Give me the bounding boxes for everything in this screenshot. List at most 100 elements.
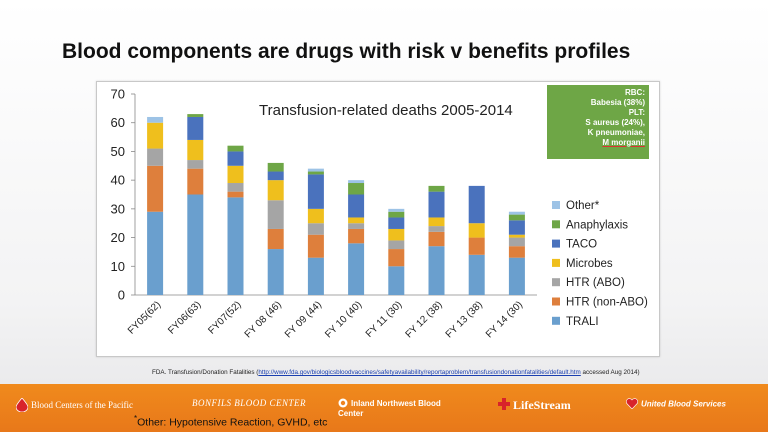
source-link[interactable]: http://www.fda.gov/biologicsbloodvaccine…	[258, 369, 581, 376]
bar-segment-trali	[267, 249, 284, 295]
logo-inland-northwest: Inland Northwest Blood Center	[338, 398, 458, 418]
legend-swatch	[552, 316, 560, 325]
legend-label: HTR (non-ABO)	[566, 297, 648, 309]
x-tick-label: FY 13 (38)	[444, 299, 485, 340]
y-tick-label: 0	[118, 288, 125, 303]
bar-segment-trali	[187, 194, 204, 295]
y-tick-label: 20	[111, 230, 125, 245]
pathogen-callout: RBC: Babesia (38%) PLT: S aureus (24%), …	[547, 85, 649, 159]
x-tick-label: FY 08 (46)	[243, 299, 284, 340]
bar-segment-anaphylaxis	[508, 214, 525, 221]
bar-segment-htr-abo	[428, 226, 445, 232]
bar-segment-anaphylaxis	[307, 171, 324, 175]
bar-segment-taco	[388, 217, 405, 229]
bar-segment-taco	[468, 185, 485, 224]
bar-segment-trali	[227, 197, 244, 295]
x-tick-label: FY06(63)	[166, 299, 203, 336]
bar-segment-trali	[508, 257, 525, 295]
bar-segment-taco	[267, 171, 284, 181]
y-tick-label: 10	[111, 259, 125, 274]
x-tick-label: FY 14 (30)	[484, 299, 525, 340]
bar-segment-taco	[307, 174, 324, 209]
footnote: *Other: Hypotensive Reaction, GVHD, etc	[134, 414, 327, 429]
bar-segment-htr-abo	[147, 148, 164, 166]
legend-label: Other*	[566, 200, 600, 212]
callout-plt-line2: K pneumoniae,	[587, 128, 645, 137]
bar-segment-anaphylaxis	[348, 183, 365, 195]
legend-swatch	[552, 278, 560, 287]
bar-segment-htr-abo	[388, 240, 405, 250]
bar-segment-htr-non-abo	[468, 237, 485, 255]
bar-segment-other	[348, 180, 365, 184]
bar-segment-taco	[227, 151, 244, 166]
chart-title: Transfusion-related deaths 2005-2014	[259, 102, 513, 119]
logo-text: United Blood Services	[641, 399, 726, 409]
bar-segment-other	[147, 116, 164, 123]
bar-segment-htr-non-abo	[428, 231, 445, 247]
legend-label: TACO	[566, 239, 597, 251]
bar-segment-anaphylaxis	[388, 211, 405, 218]
bar-segment-anaphylaxis	[428, 185, 445, 192]
bar-segment-microbes	[307, 208, 324, 224]
heart-icon	[625, 398, 639, 411]
x-tick-label: FY05(62)	[126, 299, 163, 336]
logo-text: BONFILS BLOOD CENTER	[192, 398, 307, 408]
bar-segment-microbes	[388, 228, 405, 241]
bar-segment-htr-abo	[187, 160, 204, 169]
bar-segment-htr-abo	[508, 237, 525, 247]
bar-segment-anaphylaxis	[227, 145, 244, 152]
bar-segment-taco	[508, 220, 525, 235]
source-citation: FDA. Transfusion/Donation Fatalities (ht…	[152, 369, 640, 376]
bar-segment-htr-non-abo	[348, 228, 365, 244]
bar-segment-htr-abo	[227, 183, 244, 192]
bar-segment-htr-non-abo	[267, 228, 284, 250]
bar-segment-taco	[348, 194, 365, 218]
plus-icon	[498, 398, 510, 414]
callout-rbc-label: RBC:	[625, 88, 645, 97]
legend-swatch	[552, 201, 560, 209]
bar-segment-other	[388, 208, 405, 212]
footnote-text: Other: Hypotensive Reaction, GVHD, etc	[137, 416, 328, 429]
bar-segment-microbes	[468, 223, 485, 238]
bar-segment-anaphylaxis	[187, 114, 204, 117]
bar-segment-trali	[348, 243, 365, 295]
y-tick-label: 60	[111, 115, 125, 130]
bar-segment-microbes	[187, 139, 204, 161]
footer-bar	[0, 384, 768, 432]
stacked-bar-chart: 0 10 20 30 40 50 60 70 Transfusion-related death…	[111, 87, 648, 341]
logo-text: Blood Centers of the Pacific	[31, 400, 133, 411]
legend-swatch	[552, 220, 560, 229]
bar-segment-htr-non-abo	[307, 234, 324, 258]
callout-plt-label: PLT:	[628, 108, 645, 117]
bar-segment-microbes	[428, 217, 445, 227]
bar-segment-htr-non-abo	[147, 165, 164, 212]
bar-segment-microbes	[147, 122, 164, 149]
blood-drop-icon	[15, 397, 29, 414]
y-tick-label: 50	[111, 144, 125, 159]
legend-label: TRALI	[566, 316, 599, 328]
callout-plt-line3: M morganii	[602, 138, 645, 147]
bar-segment-trali	[147, 211, 164, 295]
bar-segment-trali	[388, 266, 405, 295]
callout-rbc-text: Babesia (38%)	[590, 98, 645, 107]
bar-segment-taco	[187, 116, 204, 140]
legend-swatch	[552, 297, 560, 306]
bar-segment-trali	[468, 254, 485, 295]
legend-label: HTR (ABO)	[566, 277, 625, 289]
bar-segment-trali	[428, 246, 445, 295]
footnote-star: *	[134, 414, 138, 423]
legend-swatch	[552, 239, 560, 248]
bar-segment-htr-abo	[267, 200, 284, 229]
bar-segment-other	[307, 168, 324, 172]
bar-segment-microbes	[267, 180, 284, 201]
y-tick-label: 30	[111, 201, 125, 216]
legend-label: Microbes	[566, 258, 613, 270]
bar-segment-microbes	[508, 234, 525, 238]
x-tick-label: FY07(52)	[206, 299, 243, 336]
bar-segment-htr-non-abo	[508, 246, 525, 258]
logo-lifestream: LifeStream	[498, 398, 571, 414]
legend-swatch	[552, 258, 560, 267]
slide-title: Blood components are drugs with risk v b…	[62, 40, 631, 63]
legend-label: Anaphylaxis	[566, 219, 628, 231]
callout-plt-line1: S aureus (24%),	[585, 118, 645, 127]
